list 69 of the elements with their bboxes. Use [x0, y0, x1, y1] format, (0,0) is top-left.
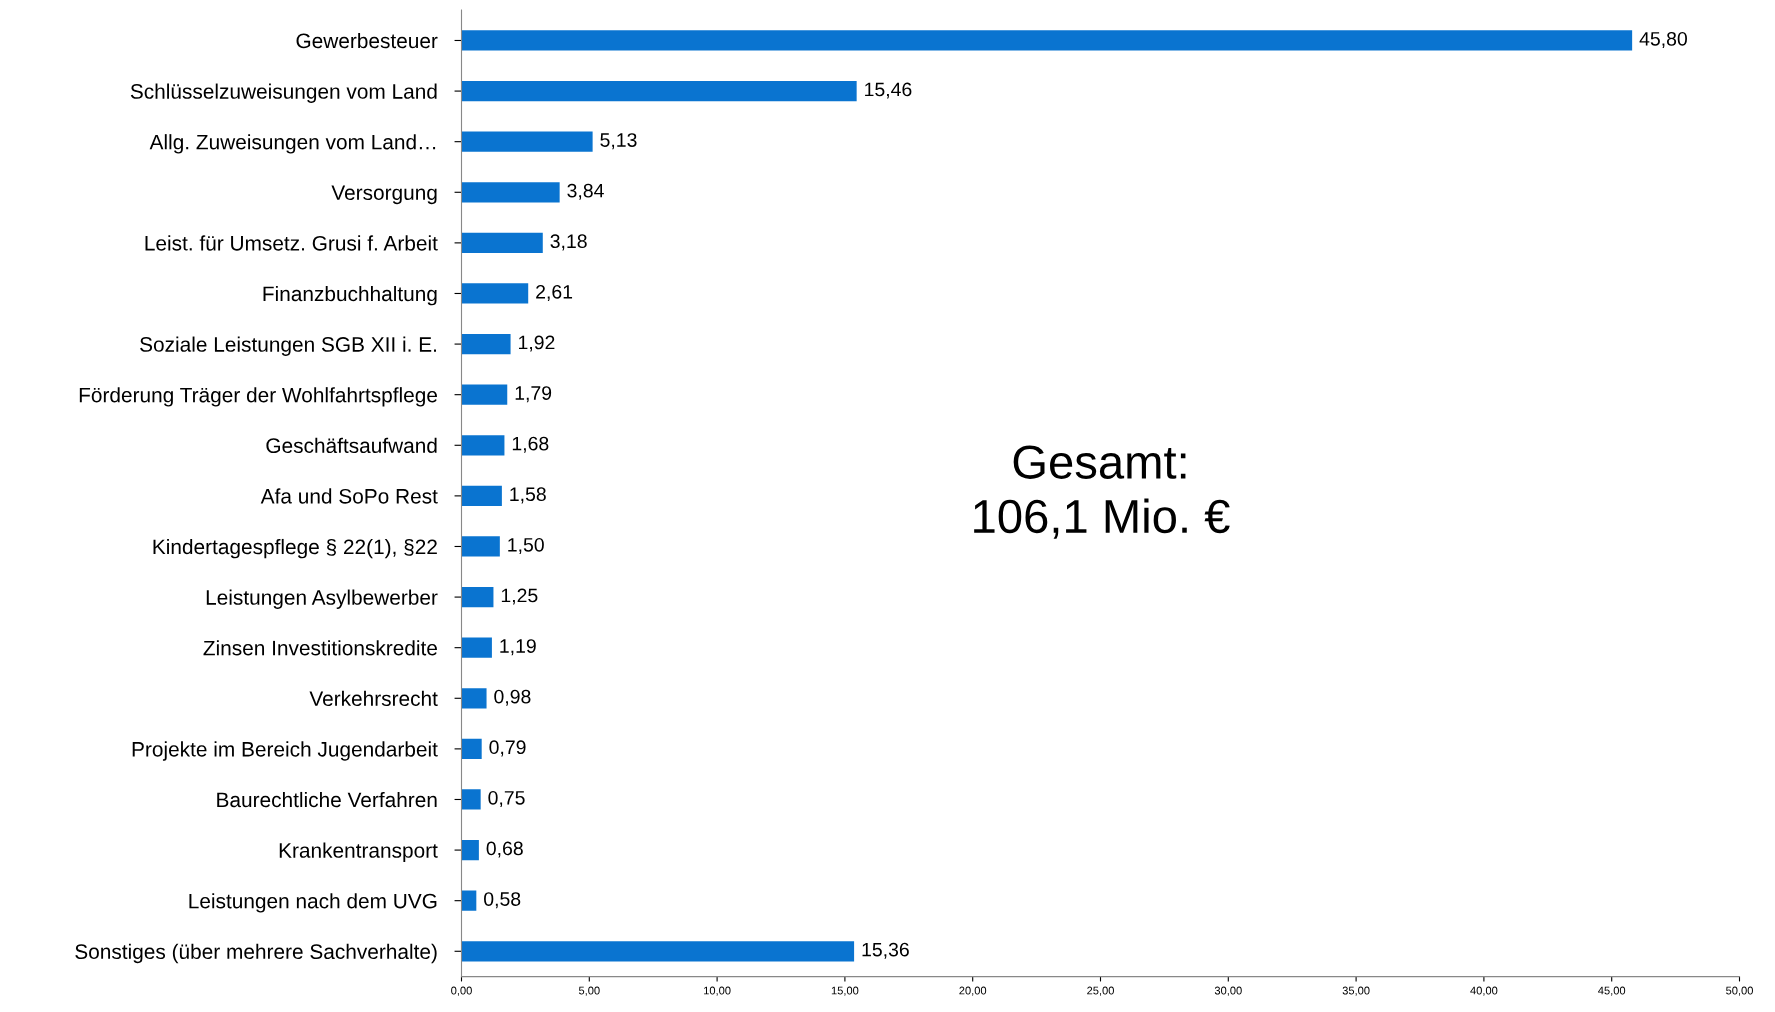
bar [461, 688, 487, 709]
x-tick-label: 25,00 [1087, 986, 1114, 996]
bar [461, 131, 593, 152]
x-tick-label: 35,00 [1342, 986, 1370, 996]
bar [461, 435, 505, 456]
y-tick-label: Versorgung [331, 185, 437, 205]
bar [461, 536, 500, 557]
data-label: 1,92 [519, 335, 555, 352]
y-tick-label: Afa und SoPo Rest [260, 488, 438, 504]
bar [461, 232, 543, 253]
bar [461, 333, 511, 355]
data-label: 0,68 [486, 841, 523, 858]
x-tick-label: 15,00 [831, 986, 859, 996]
data-label: 0,58 [484, 892, 521, 909]
y-tick-label: Finanzbuchhaltung [263, 285, 437, 306]
x-tick-label: 5,00 [578, 986, 600, 996]
data-label: 3,84 [567, 183, 604, 200]
bar [461, 30, 1633, 51]
bar [461, 637, 492, 658]
annotation: Gesamt: 106,1 Mio. € [974, 445, 1230, 539]
x-tick-label: 45,00 [1598, 986, 1626, 996]
y-tick-label: Gewerbesteuer [296, 32, 438, 49]
data-label: 2,61 [536, 284, 573, 301]
y-tick-label: Leist. für Umsetz. Grusi f. Arbeit [145, 235, 438, 251]
x-tick-label: 50,00 [1726, 986, 1753, 996]
x-tick-label: 10,00 [704, 986, 731, 996]
data-label: 0,75 [488, 790, 525, 807]
y-tick-label: Projekte im Bereich Jugendarbeit [132, 741, 438, 761]
y-tick-label: Geschäftsaufwand [266, 437, 437, 454]
y-tick-label: Krankentransport [279, 842, 438, 862]
data-label: 1,19 [500, 639, 536, 656]
y-tick-label: Schlüsselzuweisungen vom Land [130, 83, 437, 103]
x-tick-label: 30,00 [1214, 986, 1242, 996]
y-tick-label: Verkehrsrecht [309, 690, 438, 707]
bar [461, 80, 857, 102]
bar [461, 485, 502, 506]
bar [461, 789, 481, 810]
bar [461, 839, 479, 861]
data-label: 1,79 [515, 386, 552, 403]
y-tick-label: Leistungen Asylbewerber [206, 589, 438, 609]
y-tick-label: Baurechtliche Verfahren [217, 791, 437, 808]
data-label: 1,58 [510, 487, 546, 504]
y-tick-label: Allg. Zuweisungen vom Land… [149, 134, 436, 154]
y-tick-label: Zinsen Investitionskredite [203, 640, 437, 656]
data-label: 45,80 [1639, 31, 1687, 48]
y-tick-label: Förderung Träger der Wohlfahrtspflege [79, 387, 437, 407]
data-label: 1,50 [508, 537, 544, 554]
y-tick-label: Sonstiges (über mehrere Sachverhalte) [75, 943, 437, 964]
y-tick-label: Kindertagespflege § 22(1), §22 [153, 538, 437, 559]
data-label: 5,13 [600, 133, 637, 150]
bar [461, 941, 855, 962]
data-label: 1,25 [501, 588, 538, 605]
bar [461, 384, 508, 405]
data-label: 15,46 [865, 82, 912, 99]
data-label: 0,98 [494, 689, 531, 706]
y-tick-label: Leistungen nach dem UVG [189, 893, 437, 913]
data-label: 3,18 [550, 234, 587, 251]
data-label: 0,79 [489, 740, 526, 757]
bar [461, 890, 477, 911]
bar [461, 586, 494, 608]
data-label: 15,36 [862, 942, 909, 959]
bar [461, 283, 529, 304]
bar [461, 182, 560, 203]
bar [461, 738, 482, 759]
x-tick-label: 0,00 [451, 986, 472, 996]
y-tick-label: Soziale Leistungen SGB XII i. E. [140, 336, 436, 356]
data-label: 1,68 [512, 436, 549, 453]
x-tick-label: 20,00 [959, 986, 987, 996]
x-tick-label: 40,00 [1470, 986, 1498, 996]
